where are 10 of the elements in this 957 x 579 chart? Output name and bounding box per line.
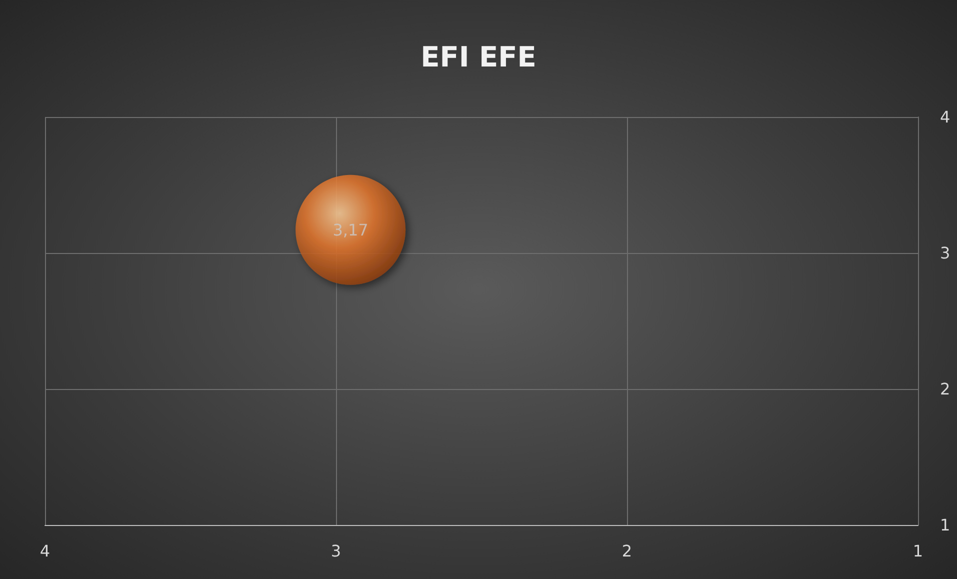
x-tick-label: 4 <box>40 542 50 560</box>
y-tick-label: 1 <box>940 516 950 534</box>
y-tick-label: 3 <box>940 244 950 262</box>
chart-title: EFI EFE <box>420 40 536 74</box>
x-tick-label: 2 <box>622 542 632 560</box>
y-tick-label: 2 <box>940 380 950 398</box>
data-label: 3,17 <box>332 220 368 240</box>
x-tick-label: 3 <box>330 542 342 560</box>
y-tick-label: 4 <box>940 108 950 126</box>
x-tick-label: 1 <box>912 542 924 560</box>
